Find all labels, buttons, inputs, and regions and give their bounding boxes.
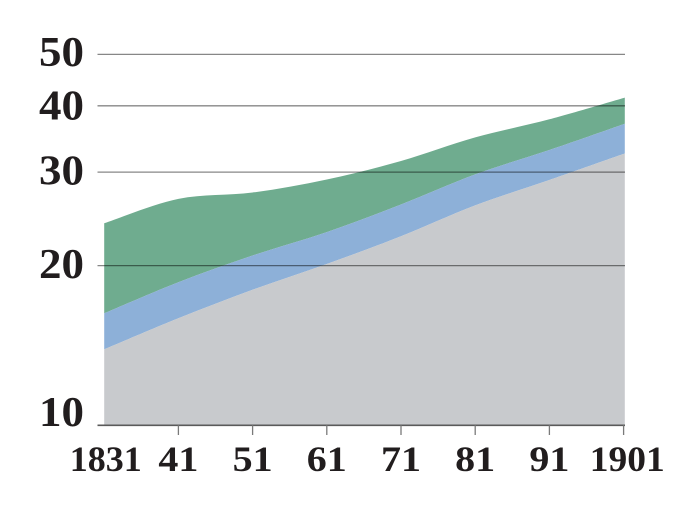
svg-text:61: 61 bbox=[307, 439, 347, 479]
svg-text:1901: 1901 bbox=[590, 439, 665, 479]
svg-text:71: 71 bbox=[381, 439, 421, 479]
svg-text:20: 20 bbox=[39, 242, 84, 288]
svg-text:10: 10 bbox=[39, 390, 84, 436]
svg-text:30: 30 bbox=[39, 148, 84, 194]
svg-text:91: 91 bbox=[529, 439, 569, 479]
svg-text:51: 51 bbox=[233, 439, 273, 479]
svg-text:81: 81 bbox=[455, 439, 495, 479]
svg-text:40: 40 bbox=[39, 83, 84, 129]
svg-text:1831: 1831 bbox=[70, 439, 142, 479]
svg-text:41: 41 bbox=[158, 439, 198, 479]
svg-text:50: 50 bbox=[39, 30, 84, 76]
